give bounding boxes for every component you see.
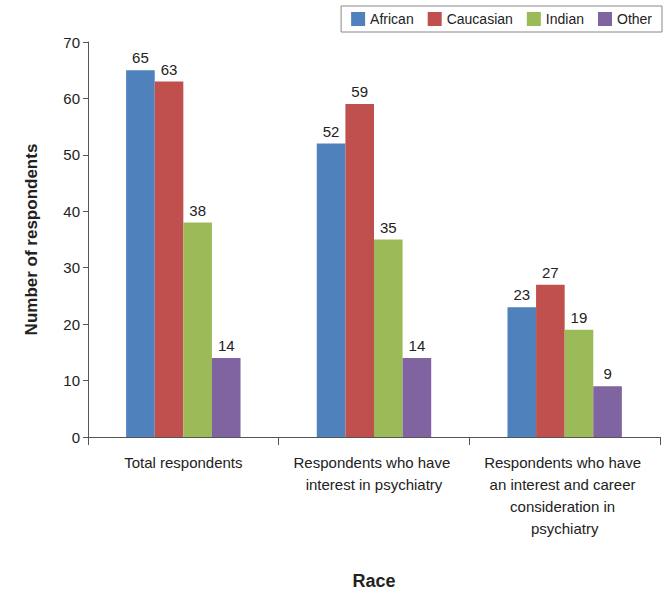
svg-text:9: 9	[603, 365, 611, 382]
svg-text:consideration in: consideration in	[510, 498, 619, 515]
svg-text:40: 40	[63, 203, 80, 220]
svg-text:African: African	[370, 11, 414, 27]
svg-text:23: 23	[513, 286, 530, 303]
svg-text:14: 14	[218, 337, 235, 354]
svg-text:Other: Other	[617, 11, 652, 27]
svg-text:Respondents who have: Respondents who have	[484, 454, 645, 471]
svg-text:60: 60	[63, 90, 80, 107]
svg-text:Respondents who have: Respondents who have	[294, 454, 455, 471]
svg-text:an interest and career: an interest and career	[490, 476, 640, 493]
svg-text:70: 70	[63, 34, 80, 51]
svg-text:30: 30	[63, 259, 80, 276]
svg-text:Total respondents: Total respondents	[124, 454, 242, 471]
svg-text:63: 63	[161, 61, 178, 78]
svg-text:20: 20	[63, 316, 80, 333]
svg-text:59: 59	[351, 83, 368, 100]
svg-text:50: 50	[63, 146, 80, 163]
svg-text:38: 38	[189, 202, 206, 219]
svg-text:Race: Race	[352, 571, 395, 591]
svg-text:27: 27	[542, 264, 559, 281]
svg-text:10: 10	[63, 372, 80, 389]
svg-text:52: 52	[323, 123, 340, 140]
svg-text:psychiatry: psychiatry	[531, 520, 599, 537]
svg-text:14: 14	[409, 337, 426, 354]
svg-text:Indian: Indian	[546, 11, 584, 27]
svg-text:Number of respondents: Number of respondents	[22, 144, 41, 336]
svg-text:Caucasian: Caucasian	[447, 11, 513, 27]
svg-text:35: 35	[380, 219, 397, 236]
svg-text:interest in psychiatry: interest in psychiatry	[306, 476, 443, 493]
svg-text:19: 19	[571, 309, 588, 326]
svg-text:0: 0	[72, 429, 80, 446]
svg-text:65: 65	[132, 49, 149, 66]
